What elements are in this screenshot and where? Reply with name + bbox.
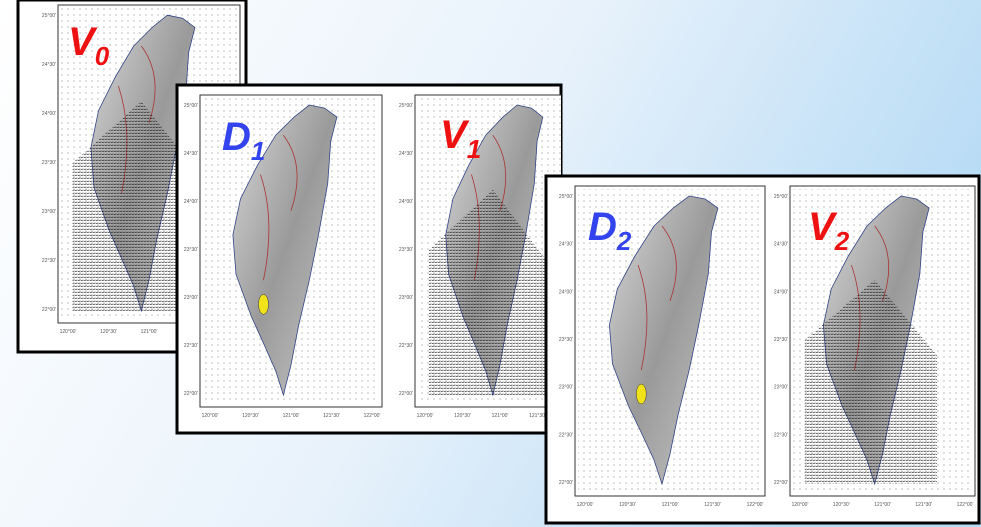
map-panel: 25°00' 24°30' 24°00' 23°30' 23°00' 22°30' 22°0…	[559, 185, 766, 508]
lat-tick-label: 22°30'	[399, 343, 413, 349]
panel-letter: D	[222, 115, 251, 159]
panel-label: V1	[440, 113, 481, 164]
lat-tick-label: 24°30'	[774, 242, 788, 248]
lat-tick-label: 22°00'	[774, 480, 788, 486]
lat-tick-label: 23°00'	[184, 295, 198, 301]
lon-tick-label: 120°00'	[60, 329, 77, 335]
lat-tick-label: 23°30'	[774, 337, 788, 343]
panel-label: V2	[808, 205, 850, 256]
lat-tick-label: 24°00'	[42, 111, 56, 117]
lat-tick-label: 24°30'	[42, 62, 56, 68]
map-panel: 25°00' 24°30' 24°00' 23°30' 23°00' 22°30' 22°0…	[184, 94, 383, 419]
lat-tick-label: 22°00'	[559, 480, 573, 486]
lat-tick-label: 25°00'	[399, 103, 413, 109]
velocity-vectors	[72, 101, 203, 311]
lon-tick-label: 121°00'	[141, 329, 158, 335]
lon-tick-label: 121°00'	[492, 413, 509, 419]
lon-tick-label: 120°30'	[619, 502, 636, 508]
lat-tick-label: 25°00'	[559, 194, 573, 200]
lon-tick-label: 121°00'	[662, 502, 679, 508]
map-panel: 25°00' 24°30' 24°00' 23°30' 23°00' 22°30' 22°0…	[399, 94, 561, 419]
velocity-vectors	[428, 189, 550, 395]
lon-tick-label: 120°00'	[417, 413, 434, 419]
lat-tick-label: 22°30'	[42, 258, 56, 264]
slide-group: 25°00' 24°30' 24°00' 23°30' 23°00' 22°30' 22°0…	[175, 83, 563, 435]
lat-tick-label: 23°00'	[399, 295, 413, 301]
panel-label: D2	[588, 205, 632, 256]
lat-tick-label: 24°00'	[399, 199, 413, 205]
lat-tick-label: 22°30'	[774, 432, 788, 438]
lat-tick-label: 23°00'	[774, 385, 788, 391]
panel-subscript: 1	[467, 134, 481, 164]
lat-tick-label: 23°30'	[399, 247, 413, 253]
lat-tick-label: 23°30'	[184, 247, 198, 253]
lon-tick-label: 121°30'	[529, 413, 546, 419]
lat-tick-label: 25°00'	[184, 103, 198, 109]
lat-tick-label: 24°30'	[399, 151, 413, 157]
slide-group: 25°00' 24°30' 24°00' 23°30' 23°00' 22°30' 22°0…	[544, 174, 981, 525]
fault-lines	[260, 134, 298, 281]
lat-tick-label: 24°00'	[184, 199, 198, 205]
panel-subscript: 2	[616, 226, 632, 256]
lat-tick-label: 24°30'	[559, 242, 573, 248]
lon-tick-label: 120°00'	[577, 502, 594, 508]
fault-lines	[637, 225, 677, 371]
lon-tick-label: 122°00'	[364, 413, 381, 419]
island	[608, 195, 719, 486]
lon-tick-label: 122°00'	[957, 502, 974, 508]
panel-label: D1	[222, 115, 265, 166]
lat-tick-label: 24°00'	[559, 289, 573, 295]
lat-tick-label: 23°00'	[42, 209, 56, 215]
panel-letter: D	[588, 205, 617, 249]
lon-tick-label: 120°00'	[202, 413, 219, 419]
lat-tick-label: 22°30'	[184, 343, 198, 349]
lon-tick-label: 121°00'	[283, 413, 300, 419]
lat-tick-label: 22°00'	[399, 391, 413, 397]
displacement-cluster	[636, 383, 647, 405]
lon-tick-label: 120°30'	[833, 502, 850, 508]
lon-tick-label: 121°30'	[915, 502, 932, 508]
displacement-cluster	[258, 294, 269, 315]
lat-tick-label: 22°00'	[184, 391, 198, 397]
lat-tick-label: 23°30'	[559, 337, 573, 343]
lat-tick-label: 25°00'	[774, 194, 788, 200]
lat-tick-label: 24°00'	[774, 289, 788, 295]
lon-tick-label: 122°00'	[747, 502, 764, 508]
lat-tick-label: 22°00'	[42, 307, 56, 313]
panel-subscript: 2	[834, 226, 850, 256]
lat-tick-label: 23°00'	[559, 385, 573, 391]
panel-label: V0	[68, 20, 110, 71]
panel-subscript: 0	[95, 41, 110, 71]
lon-tick-label: 121°30'	[323, 413, 340, 419]
group-content: 25°00' 24°30' 24°00' 23°30' 23°00' 22°30' 22°0…	[559, 185, 976, 508]
lon-tick-label: 120°30'	[100, 329, 117, 335]
lat-tick-label: 22°30'	[559, 432, 573, 438]
lat-tick-label: 25°00'	[42, 13, 56, 19]
panel-letter: V	[808, 205, 838, 249]
group-content: 25°00' 24°30' 24°00' 23°30' 23°00' 22°30' 22°0…	[184, 94, 561, 419]
lon-tick-label: 120°00'	[792, 502, 809, 508]
lat-tick-label: 24°30'	[184, 151, 198, 157]
velocity-vectors	[804, 280, 937, 484]
map-panel: 25°00' 24°30' 24°00' 23°30' 23°00' 22°30' 22°0…	[774, 185, 976, 508]
lat-tick-label: 23°30'	[42, 160, 56, 166]
panel-letter: V	[68, 20, 98, 64]
island	[232, 104, 338, 397]
lon-tick-label: 121°00'	[874, 502, 891, 508]
panel-subscript: 1	[251, 136, 265, 166]
panel-letter: V	[440, 113, 470, 157]
lon-tick-label: 121°30'	[704, 502, 721, 508]
lon-tick-label: 120°30'	[242, 413, 259, 419]
lon-tick-label: 120°30'	[454, 413, 471, 419]
